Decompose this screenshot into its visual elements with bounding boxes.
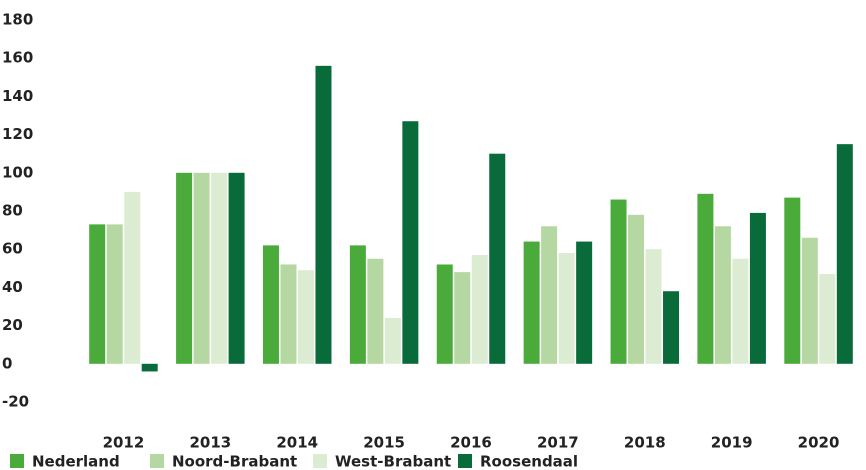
legend-label: Roosendaal bbox=[480, 453, 578, 470]
bar bbox=[262, 245, 279, 364]
y-tick-label: 80 bbox=[2, 202, 23, 220]
bar bbox=[141, 363, 158, 372]
bar bbox=[471, 254, 488, 364]
bar bbox=[610, 199, 627, 364]
bar bbox=[836, 144, 853, 364]
bar bbox=[211, 172, 228, 364]
y-tick-label: 100 bbox=[2, 163, 33, 181]
legend-label: West-Brabant bbox=[335, 453, 451, 470]
y-tick-label: -20 bbox=[2, 393, 29, 411]
bar bbox=[732, 258, 749, 364]
legend-swatch bbox=[313, 454, 327, 468]
bar bbox=[367, 258, 384, 364]
bar bbox=[436, 264, 453, 364]
bar bbox=[645, 249, 662, 364]
bar bbox=[124, 191, 141, 364]
bar bbox=[454, 272, 471, 364]
x-tick-label: 2019 bbox=[711, 434, 753, 452]
x-tick-label: 2016 bbox=[450, 434, 492, 452]
legend-swatch bbox=[458, 454, 472, 468]
y-tick-label: 60 bbox=[2, 240, 23, 258]
bar bbox=[714, 226, 731, 364]
y-tick-label: 0 bbox=[2, 354, 12, 372]
legend-swatch bbox=[150, 454, 164, 468]
x-tick-label: 2013 bbox=[189, 434, 231, 452]
bar bbox=[402, 121, 419, 364]
x-tick-label: 2012 bbox=[103, 434, 145, 452]
bar bbox=[315, 65, 332, 364]
legend-label: Noord-Brabant bbox=[172, 453, 297, 470]
bar bbox=[801, 237, 818, 364]
legend-swatch bbox=[10, 454, 24, 468]
y-tick-label: 180 bbox=[2, 11, 33, 29]
y-tick-label: 160 bbox=[2, 49, 33, 67]
x-tick-label: 2017 bbox=[537, 434, 579, 452]
legend-label: Nederland bbox=[32, 453, 120, 470]
x-tick-label: 2015 bbox=[363, 434, 405, 452]
bar bbox=[349, 245, 366, 364]
bar bbox=[697, 193, 714, 364]
x-tick-label: 2020 bbox=[798, 434, 840, 452]
bar bbox=[819, 274, 836, 364]
y-tick-label: 140 bbox=[2, 87, 33, 105]
y-tick-label: 40 bbox=[2, 278, 23, 296]
bar bbox=[489, 153, 506, 364]
bar bbox=[784, 197, 801, 364]
bar bbox=[628, 214, 645, 364]
bar bbox=[541, 226, 558, 364]
bar bbox=[576, 241, 593, 364]
bar bbox=[384, 317, 401, 364]
bar bbox=[176, 172, 193, 364]
bar bbox=[89, 224, 106, 364]
x-tick-label: 2018 bbox=[624, 434, 666, 452]
bar bbox=[297, 270, 314, 364]
bar bbox=[663, 291, 680, 364]
bar bbox=[558, 253, 575, 364]
x-tick-label: 2014 bbox=[276, 434, 318, 452]
bar bbox=[280, 264, 297, 364]
y-tick-label: 120 bbox=[2, 125, 33, 143]
bar bbox=[106, 224, 123, 364]
y-tick-label: 20 bbox=[2, 316, 23, 334]
bar bbox=[228, 172, 245, 364]
bar bbox=[193, 172, 210, 364]
bar bbox=[523, 241, 540, 364]
bar bbox=[749, 212, 766, 364]
